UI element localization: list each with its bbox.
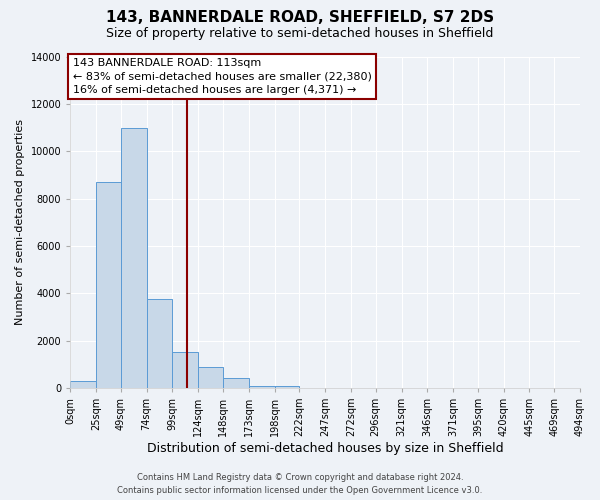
Bar bbox=[121, 128, 146, 388]
Bar bbox=[96, 182, 121, 388]
Text: Size of property relative to semi-detached houses in Sheffield: Size of property relative to semi-detach… bbox=[106, 28, 494, 40]
Bar bbox=[223, 378, 249, 388]
Bar bbox=[70, 381, 96, 388]
Bar bbox=[275, 386, 299, 388]
Text: Contains HM Land Registry data © Crown copyright and database right 2024.
Contai: Contains HM Land Registry data © Crown c… bbox=[118, 474, 482, 495]
Bar bbox=[172, 352, 198, 388]
Text: 143 BANNERDALE ROAD: 113sqm
← 83% of semi-detached houses are smaller (22,380)
1: 143 BANNERDALE ROAD: 113sqm ← 83% of sem… bbox=[73, 58, 372, 94]
Y-axis label: Number of semi-detached properties: Number of semi-detached properties bbox=[15, 119, 25, 325]
Bar bbox=[198, 366, 223, 388]
Text: 143, BANNERDALE ROAD, SHEFFIELD, S7 2DS: 143, BANNERDALE ROAD, SHEFFIELD, S7 2DS bbox=[106, 10, 494, 25]
Bar bbox=[249, 386, 275, 388]
Bar bbox=[146, 299, 172, 388]
X-axis label: Distribution of semi-detached houses by size in Sheffield: Distribution of semi-detached houses by … bbox=[147, 442, 503, 455]
